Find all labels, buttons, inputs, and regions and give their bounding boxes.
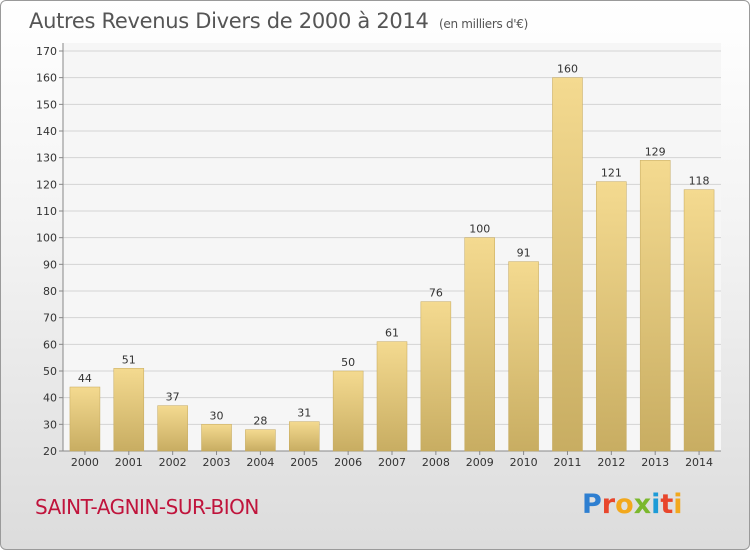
x-tick-label: 2001 (115, 456, 143, 469)
x-tick-label: 2010 (510, 456, 538, 469)
y-tick-label: 50 (43, 365, 57, 378)
bar (464, 237, 495, 452)
bar-value-label: 30 (210, 409, 224, 422)
x-tick-label: 2000 (71, 456, 99, 469)
x-tick-label: 2007 (378, 456, 406, 469)
logo-letter: r (601, 489, 616, 520)
bar-value-label: 100 (469, 223, 490, 236)
bar-value-label: 61 (385, 327, 399, 340)
y-tick-label: 160 (36, 72, 57, 85)
bar (596, 181, 627, 452)
chart-subtitle: (en milliers d'€) (439, 17, 529, 31)
logo-letter: P (582, 489, 602, 520)
chart-title: Autres Revenus Divers de 2000 à 2014 (en… (29, 9, 528, 33)
x-tick-label: 2006 (334, 456, 362, 469)
bar (69, 386, 101, 452)
bar-value-label: 31 (297, 407, 311, 420)
bar-value-label: 51 (122, 353, 136, 366)
y-tick-label: 30 (43, 418, 57, 431)
bar (332, 370, 364, 452)
y-tick-label: 110 (36, 205, 57, 218)
logo-letter: i (673, 489, 683, 520)
logo-letter: x (633, 489, 652, 520)
bar (552, 77, 583, 452)
bar-value-label: 118 (689, 175, 710, 188)
bar (639, 160, 671, 452)
x-tick-label: 2005 (290, 456, 318, 469)
chart-title-text: Autres Revenus Divers de 2000 à 2014 (29, 9, 429, 33)
y-tick-label: 150 (36, 98, 57, 111)
bar-value-label: 160 (557, 63, 578, 76)
y-tick-label: 60 (43, 338, 57, 351)
y-tick-label: 40 (43, 392, 57, 405)
y-tick-label: 100 (36, 232, 57, 245)
bar-value-label: 76 (429, 287, 443, 300)
bar-value-label: 28 (253, 415, 267, 428)
location-name: SAINT-AGNIN-SUR-BION (35, 495, 259, 519)
x-tick-label: 2008 (422, 456, 450, 469)
proxiti-logo: Proxiti (582, 489, 683, 520)
logo-letter: i (651, 489, 661, 520)
y-tick-label: 170 (36, 45, 57, 58)
y-tick-label: 120 (36, 178, 57, 191)
bar-value-label: 44 (78, 372, 92, 385)
bar-value-label: 50 (341, 356, 355, 369)
bar-value-label: 37 (166, 391, 180, 404)
x-tick-label: 2009 (466, 456, 494, 469)
x-tick-label: 2013 (641, 456, 669, 469)
bar-value-label: 129 (645, 145, 666, 158)
bar (201, 424, 232, 452)
y-tick-label: 140 (36, 125, 57, 138)
y-tick-label: 90 (43, 258, 57, 271)
bar (245, 429, 276, 452)
logo-letter: o (615, 489, 634, 520)
bar-value-label: 91 (517, 247, 531, 260)
x-tick-label: 2004 (246, 456, 274, 469)
x-tick-label: 2002 (159, 456, 187, 469)
bar (683, 189, 715, 452)
bar (113, 368, 145, 452)
y-tick-label: 20 (43, 445, 57, 458)
logo-letter: t (660, 489, 674, 520)
bar (508, 261, 539, 452)
x-tick-label: 2011 (553, 456, 581, 469)
y-tick-label: 70 (43, 312, 57, 325)
bar (157, 405, 188, 452)
bar-value-label: 121 (601, 167, 622, 180)
y-tick-label: 80 (43, 285, 57, 298)
y-tick-label: 130 (36, 152, 57, 165)
x-tick-label: 2012 (597, 456, 625, 469)
x-tick-label: 2014 (685, 456, 713, 469)
bar (289, 421, 320, 452)
bar (376, 341, 408, 452)
x-tick-label: 2003 (203, 456, 231, 469)
bar (420, 301, 452, 452)
